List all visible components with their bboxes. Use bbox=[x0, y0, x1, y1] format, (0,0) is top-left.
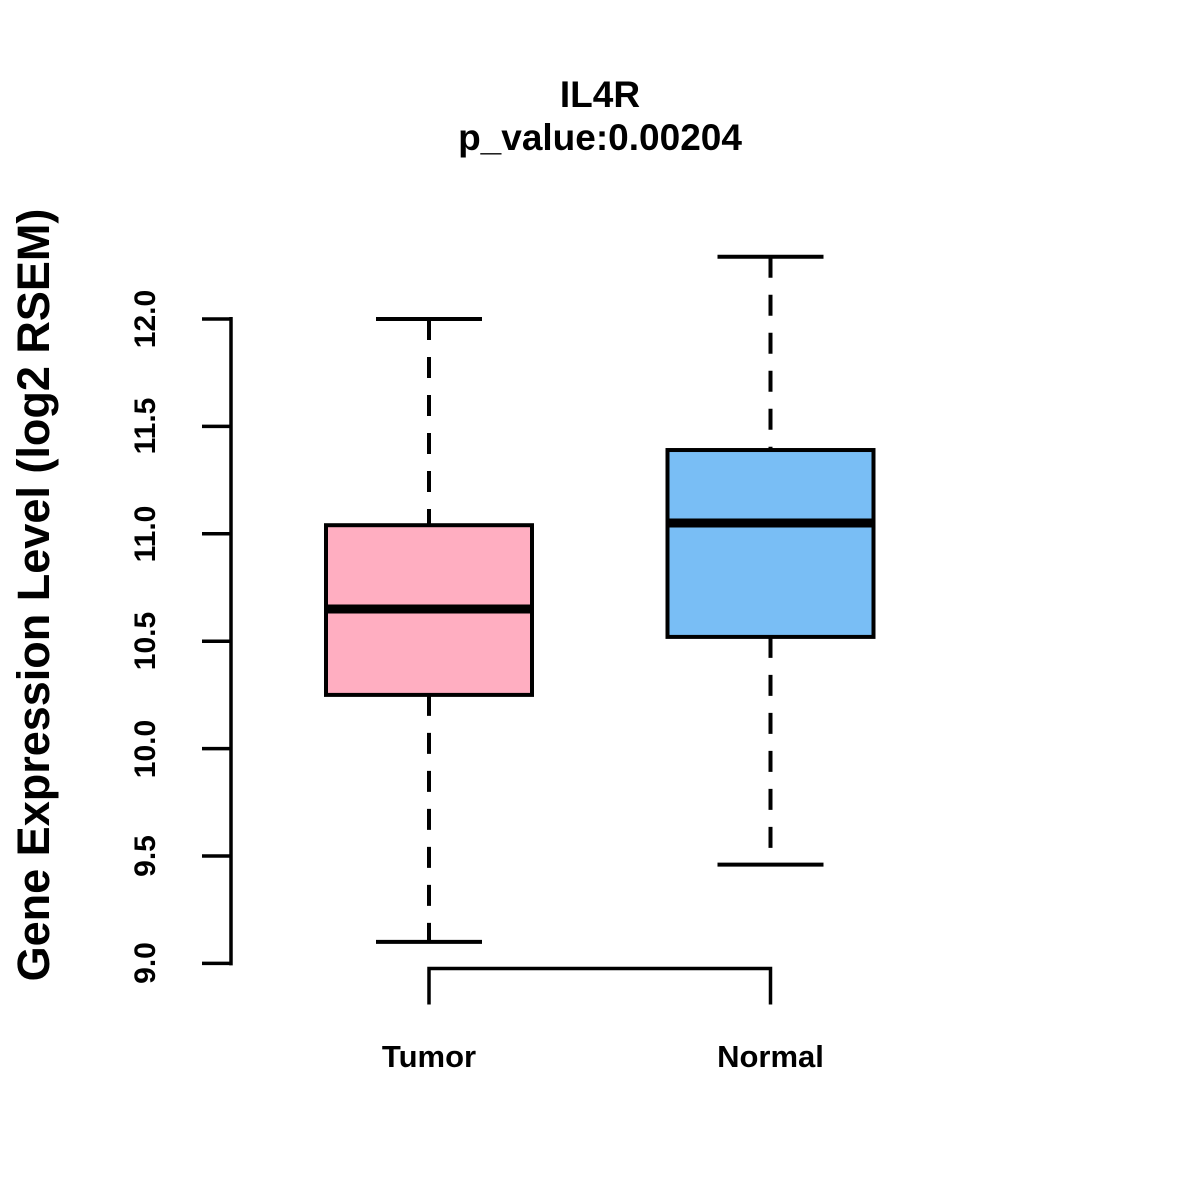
x-axis-bracket bbox=[427, 966, 773, 1005]
category-label-normal: Normal bbox=[717, 1039, 824, 1074]
chart-title: IL4R bbox=[559, 74, 641, 115]
y-axis-tick-label: 10.0 bbox=[129, 719, 162, 778]
y-axis-tick-label: 11.5 bbox=[129, 398, 162, 455]
y-axis-label: Gene Expression Level (log2 RSEM) bbox=[8, 208, 59, 982]
y-axis-tick-label: 10.5 bbox=[129, 611, 162, 671]
chart-subtitle: p_value:0.00204 bbox=[458, 117, 742, 158]
chart-title-block: IL4R p_value:0.00204 bbox=[231, 73, 969, 159]
y-axis-tick-label: 9.0 bbox=[129, 942, 162, 985]
y-axis-tick-label: 9.5 bbox=[129, 835, 162, 877]
y-axis-tick-label: 11.0 bbox=[129, 505, 162, 563]
category-label-tumor: Tumor bbox=[381, 1039, 477, 1074]
box-normal bbox=[665, 448, 876, 639]
y-axis-tick-label: 12.0 bbox=[129, 289, 162, 349]
